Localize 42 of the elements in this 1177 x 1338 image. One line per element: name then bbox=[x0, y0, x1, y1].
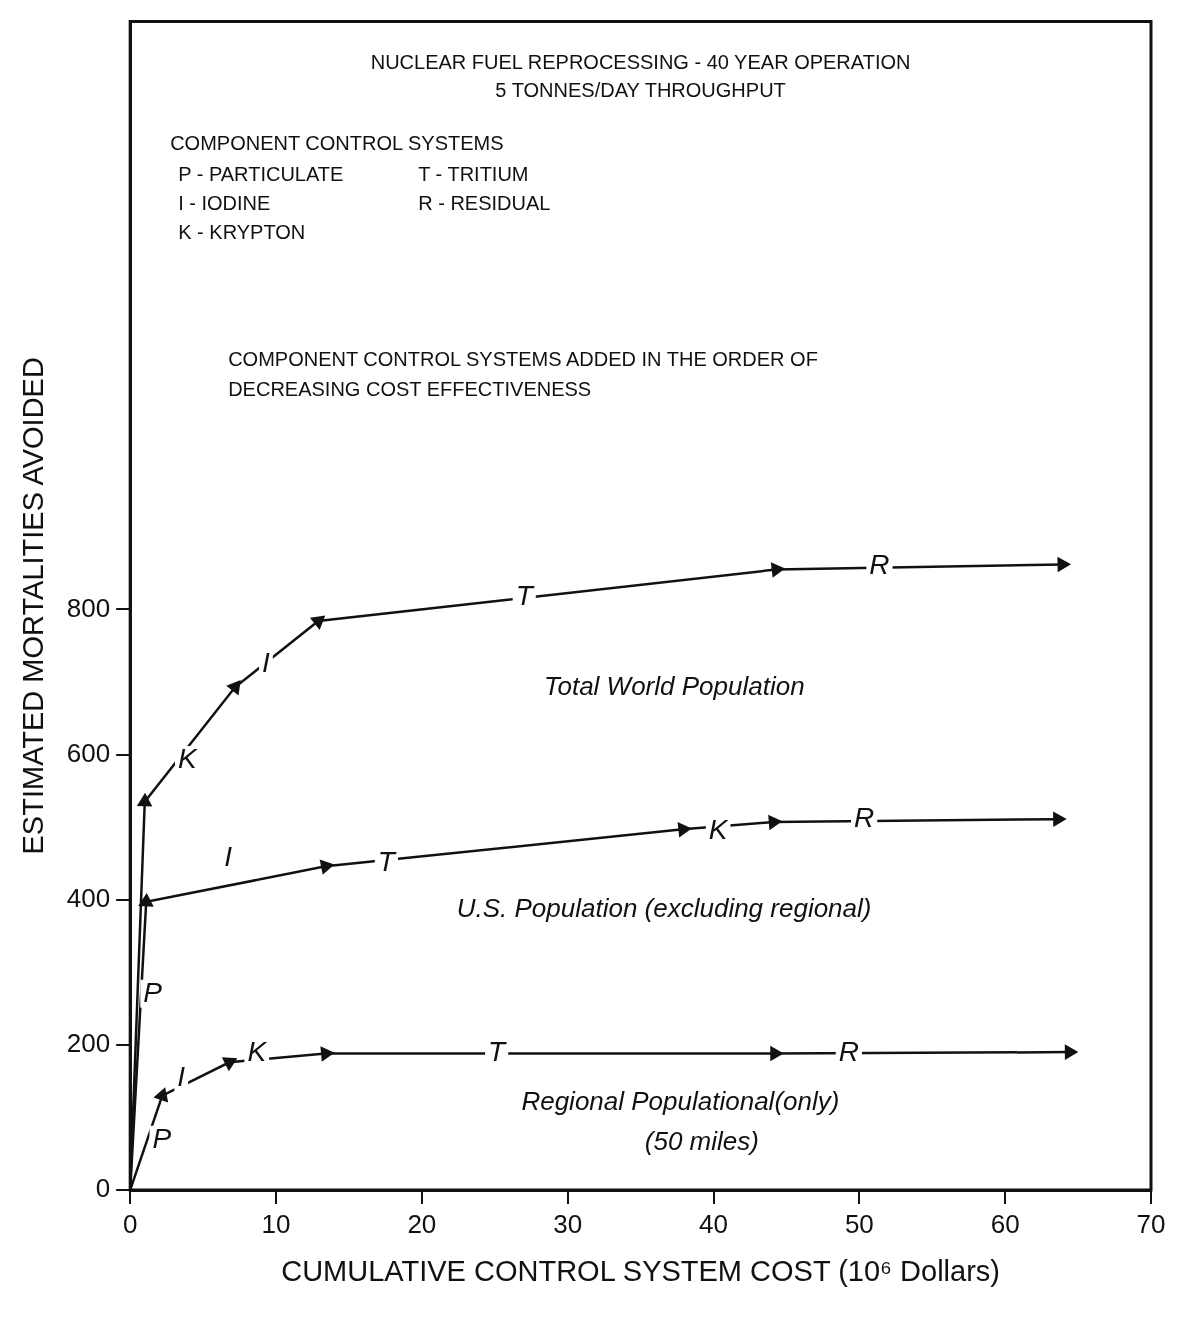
text: NUCLEAR FUEL REPROCESSING - 40 YEAR OPERATION bbox=[369, 49, 912, 75]
annotation: Regional Populational(only) bbox=[521, 1086, 840, 1117]
annotation: R - RESIDUAL bbox=[418, 191, 552, 215]
x-tick-label: 30 bbox=[553, 1208, 583, 1239]
annotation: Total World Population bbox=[543, 670, 805, 701]
annotation: T bbox=[515, 580, 535, 612]
x-tick-label: 10 bbox=[261, 1208, 291, 1239]
annotation: T - TRITIUM bbox=[418, 162, 530, 186]
annotation: I bbox=[224, 840, 233, 872]
annotation: P bbox=[152, 1122, 172, 1154]
annotation: R bbox=[838, 1036, 859, 1068]
x-tick-label: 60 bbox=[990, 1208, 1020, 1239]
x-tick-label: 0 bbox=[122, 1208, 138, 1239]
annotation: K - KRYPTON bbox=[178, 220, 307, 244]
annotation: U.S. Population (excluding regional) bbox=[456, 892, 872, 923]
annotation: (50 miles) bbox=[644, 1126, 759, 1157]
annotation: T bbox=[488, 1036, 508, 1068]
y-axis-title: ESTIMATED MORTALITIES AVOIDED bbox=[17, 357, 50, 855]
x-tick-label: 20 bbox=[407, 1208, 437, 1239]
y-tick-label: 400 bbox=[66, 882, 111, 913]
annotation: R bbox=[869, 548, 890, 580]
annotation: R bbox=[854, 802, 875, 834]
annotation: COMPONENT CONTROL SYSTEMS bbox=[170, 131, 505, 155]
y-tick-label: 800 bbox=[66, 592, 111, 623]
annotation: P bbox=[143, 976, 163, 1008]
x-tick-label: 40 bbox=[699, 1208, 728, 1239]
annotation: P - PARTICULATE bbox=[178, 162, 345, 186]
y-tick-label: 200 bbox=[66, 1028, 111, 1059]
annotation: I bbox=[262, 647, 271, 679]
annotation: T bbox=[377, 845, 397, 877]
y-tick-label: 0 bbox=[95, 1173, 111, 1204]
x-tick-label: 50 bbox=[844, 1208, 874, 1239]
text: 5 TONNES/DAY THROUGHPUT bbox=[494, 77, 787, 103]
annotation: COMPONENT CONTROL SYSTEMS ADDED IN THE ORDER OF DECREASING COST EFFECTIVENESS bbox=[228, 346, 819, 402]
y-tick-label: 600 bbox=[66, 737, 111, 768]
x-tick-label: 70 bbox=[1136, 1208, 1166, 1239]
annotation: I bbox=[177, 1060, 186, 1092]
annotation: K bbox=[708, 814, 729, 846]
annotation: K bbox=[178, 742, 198, 774]
x-axis-title: CUMULATIVE CONTROL SYSTEM COST (10⁶ Dollars) bbox=[281, 1254, 1000, 1287]
annotation: K bbox=[247, 1036, 268, 1068]
annotation: I - IODINE bbox=[178, 191, 272, 215]
